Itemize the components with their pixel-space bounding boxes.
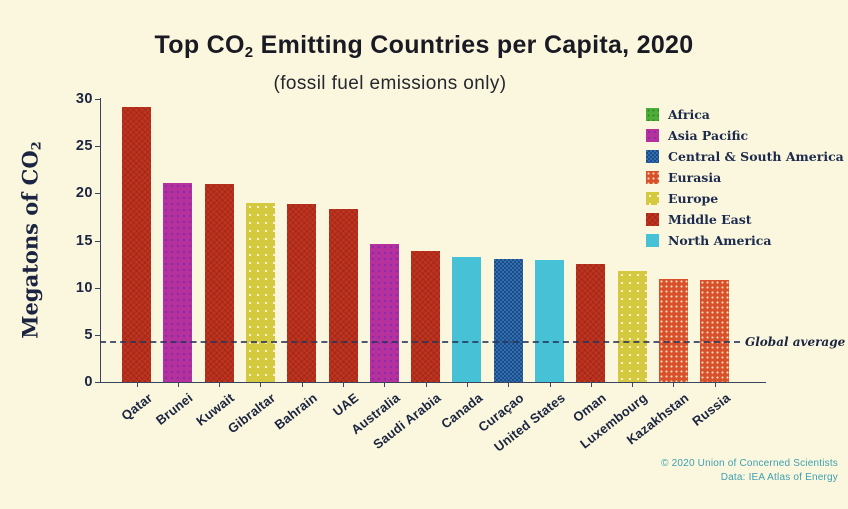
legend-color-swatch	[646, 129, 659, 142]
x-tick-mark	[425, 383, 427, 387]
bar-luxembourg	[617, 270, 647, 382]
x-tick-mark	[673, 383, 675, 387]
x-tick-mark	[219, 383, 221, 387]
x-tick-mark	[343, 383, 344, 387]
title-subscript: 2	[244, 43, 254, 61]
x-tick-mark	[384, 383, 386, 387]
bar-kazakhstan	[658, 279, 688, 382]
x-axis-label: Russia	[689, 390, 733, 429]
y-tick-mark	[95, 334, 100, 336]
legend-label: North America	[668, 233, 772, 248]
x-tick-mark	[549, 383, 551, 387]
x-tick-mark	[260, 383, 262, 387]
bar-australia	[369, 244, 399, 382]
x-tick-mark	[632, 383, 634, 387]
bar-uae	[328, 209, 358, 382]
legend-item: Middle East	[646, 212, 844, 227]
x-axis-label: United States	[490, 390, 568, 455]
bar-russia	[700, 280, 730, 382]
x-axis-label: Qatar	[117, 390, 155, 424]
y-tick-label: 10	[75, 279, 93, 296]
y-axis-title-subscript: 2	[29, 141, 45, 151]
y-tick-label: 15	[75, 232, 93, 249]
legend-color-swatch	[646, 192, 659, 205]
y-axis-line	[100, 98, 101, 383]
y-tick-mark	[95, 287, 100, 289]
bar-curacao	[493, 259, 523, 382]
bar-united-states	[535, 260, 564, 382]
x-tick-mark	[508, 383, 510, 387]
global-average-line	[100, 341, 740, 344]
y-axis-title: Megatons of CO2	[18, 141, 45, 338]
y-tick-label: 0	[84, 374, 93, 390]
legend-item: Central & South America	[646, 149, 844, 164]
y-tick-mark	[95, 240, 100, 242]
footer-line1: © 2020 Union of Concerned Scientists	[661, 458, 838, 469]
y-tick-mark	[95, 146, 100, 148]
legend-label: Eurasia	[668, 170, 722, 185]
footer-credit: © 2020 Union of Concerned Scientists Dat…	[661, 457, 838, 484]
bar-gibraltar	[245, 202, 275, 382]
x-axis-label: UAE	[329, 390, 362, 420]
x-tick-mark	[136, 383, 138, 387]
legend-label: Africa	[668, 107, 710, 122]
x-axis-label: Bahrain	[271, 390, 320, 433]
bar-kuwait	[204, 183, 234, 382]
legend-color-swatch	[646, 171, 659, 184]
footer-line2: Data: IEA Atlas of Energy	[720, 471, 838, 483]
global-average-label: Global average	[745, 335, 846, 349]
x-tick-mark	[590, 383, 592, 387]
y-tick-label: 20	[75, 185, 93, 202]
legend-color-swatch	[646, 108, 659, 121]
title-text: Top CO	[154, 31, 245, 59]
legend-item: Asia Pacific	[646, 128, 844, 143]
bar-qatar	[122, 106, 151, 382]
bar-canada	[452, 256, 482, 382]
y-tick-label: 25	[75, 138, 93, 155]
legend-color-swatch	[646, 150, 659, 163]
legend: Africa Asia Pacific Central & South Americ…	[646, 107, 844, 254]
y-tick-mark	[95, 382, 100, 383]
x-tick-mark	[714, 383, 716, 387]
legend-label: Middle East	[668, 212, 752, 227]
legend-item: Eurasia	[646, 170, 844, 185]
y-tick-label: 30	[75, 91, 93, 107]
x-tick-mark	[177, 383, 179, 387]
y-axis-title-text: Megatons of CO	[17, 150, 43, 339]
legend-item: North America	[646, 233, 844, 248]
legend-item: Europe	[646, 191, 844, 206]
legend-color-swatch	[646, 234, 659, 247]
y-tick-label: 5	[84, 326, 93, 343]
x-tick-mark	[301, 383, 303, 387]
legend-item: Africa	[646, 107, 844, 122]
chart-title: Top CO2 Emitting Countries per Capita, 2…	[0, 31, 848, 61]
chart-subtitle: (fossil fuel emissions only)	[273, 73, 507, 94]
y-tick-mark	[95, 99, 100, 100]
y-tick-mark	[95, 193, 100, 195]
legend-label: Europe	[668, 191, 719, 206]
x-axis-line	[100, 382, 766, 383]
bar-brunei	[163, 182, 193, 382]
bar-oman	[576, 264, 606, 382]
x-axis-label: Brunei	[153, 390, 197, 428]
legend-label: Central & South America	[668, 149, 844, 164]
bar-bahrain	[287, 203, 317, 382]
legend-label: Asia Pacific	[668, 128, 749, 143]
title-text-2: Emitting Countries per Capita, 2020	[253, 31, 694, 59]
x-tick-mark	[466, 383, 468, 387]
bar-saudi-arabia	[411, 250, 441, 382]
legend-color-swatch	[646, 213, 659, 226]
